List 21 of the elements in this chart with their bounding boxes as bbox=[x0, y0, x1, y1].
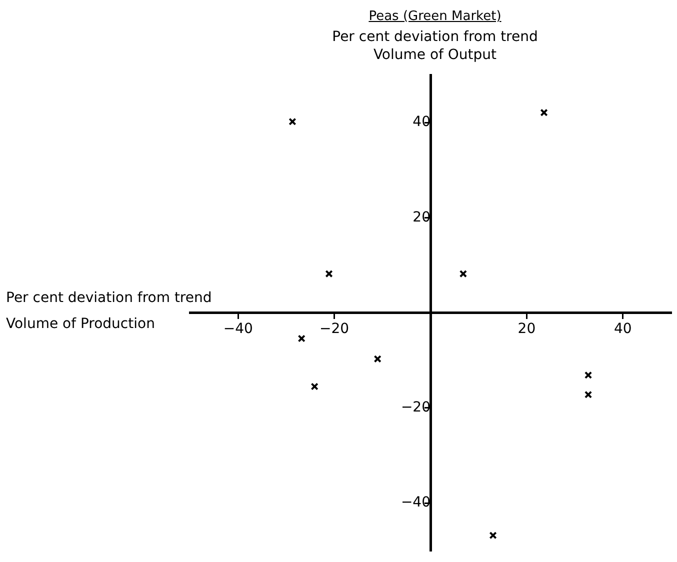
y-axis-title: Per cent deviation from trend Volume of Output bbox=[331, 28, 539, 64]
point bbox=[489, 532, 497, 540]
x-tick-label: 40 bbox=[614, 320, 632, 337]
x-axis-title: Per cent deviation from trend Volume of Production bbox=[6, 289, 212, 334]
point bbox=[298, 334, 306, 342]
point bbox=[584, 390, 592, 398]
point bbox=[374, 355, 382, 363]
point bbox=[288, 118, 296, 126]
y-tick-label: −20 bbox=[400, 400, 430, 416]
y-tick-label: 40 bbox=[412, 114, 430, 130]
x-tick-label: 20 bbox=[518, 320, 536, 337]
point bbox=[459, 270, 468, 278]
y-tick-label: 20 bbox=[412, 209, 430, 226]
point bbox=[540, 108, 548, 116]
x-tick-label: −40 bbox=[223, 320, 253, 337]
point bbox=[584, 371, 592, 379]
y-tick-label: −40 bbox=[400, 494, 430, 511]
point bbox=[310, 382, 318, 390]
point bbox=[325, 270, 333, 278]
chart-title: Peas (Green Market) bbox=[368, 8, 502, 26]
x-tick-label: −20 bbox=[320, 320, 350, 337]
